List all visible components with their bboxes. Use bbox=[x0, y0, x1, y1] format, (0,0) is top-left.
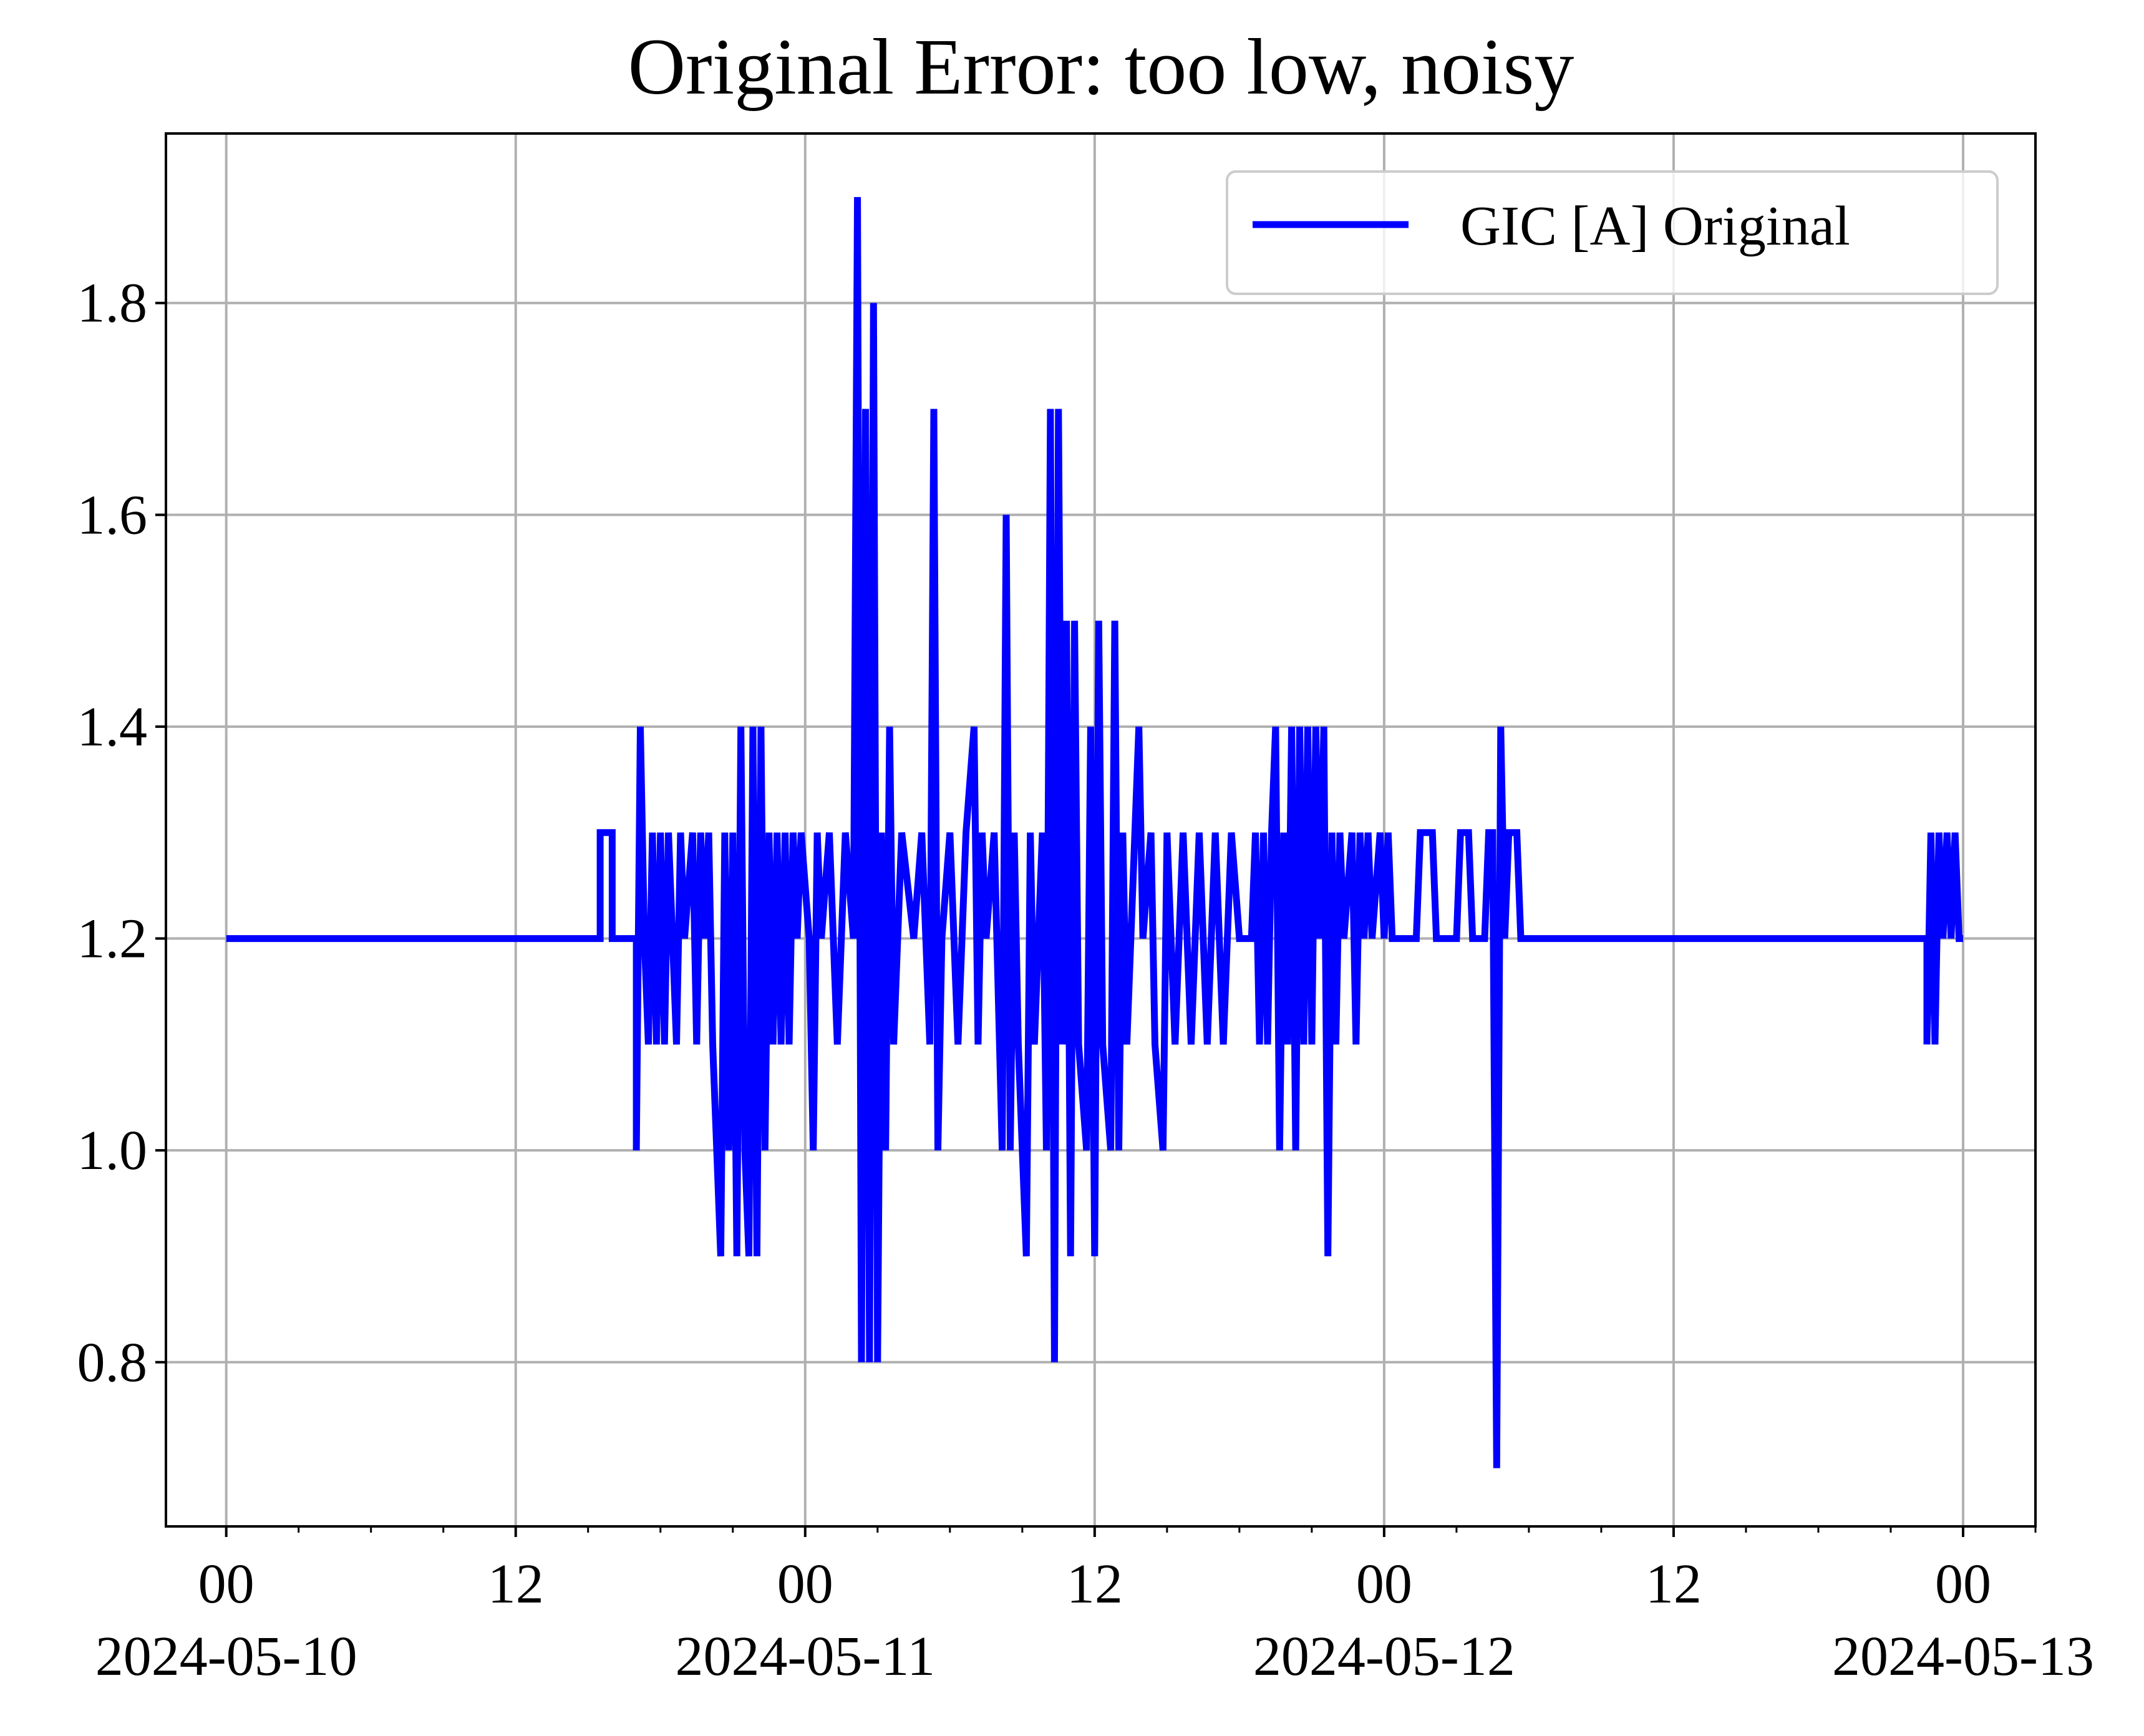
x-tick-hour-5: 12 bbox=[1646, 1553, 1702, 1615]
x-tick-date-4: 2024-05-12 bbox=[1253, 1626, 1515, 1687]
legend-box bbox=[1226, 170, 1999, 295]
y-tick-label-5: 1.8 bbox=[77, 273, 148, 334]
plot-frame bbox=[165, 132, 2037, 1528]
y-tick-label-2: 1.2 bbox=[77, 908, 148, 970]
x-tick-hour-6: 00 bbox=[1935, 1553, 1991, 1615]
x-tick-date-0: 2024-05-10 bbox=[95, 1626, 357, 1687]
chart-title: Original Error: too low, noisy bbox=[628, 22, 1574, 111]
y-tick-label-1: 1.0 bbox=[77, 1120, 148, 1181]
x-tick-hour-4: 00 bbox=[1356, 1553, 1412, 1615]
series-layer bbox=[226, 196, 1963, 1468]
legend-label: GIC [A] Original bbox=[1460, 195, 1850, 257]
x-tick-hour-3: 12 bbox=[1067, 1553, 1123, 1615]
x-tick-date-6: 2024-05-13 bbox=[1832, 1626, 2094, 1687]
x-tick-hour-0: 00 bbox=[198, 1553, 255, 1615]
x-tick-hour-2: 00 bbox=[777, 1553, 833, 1615]
axes: 0.8 1.0 1.2 1.4 1.6 1.8 00 2024-05-10 12 00 2024-0… bbox=[77, 273, 2094, 1687]
legend: GIC [A] Original bbox=[1226, 170, 1999, 295]
x-tick-hour-1: 12 bbox=[488, 1553, 544, 1615]
x-tick-date-2: 2024-05-11 bbox=[675, 1626, 935, 1687]
y-tick-label-0: 0.8 bbox=[77, 1332, 148, 1394]
y-tick-label-3: 1.4 bbox=[77, 696, 148, 758]
series-line-0 bbox=[226, 196, 1963, 1468]
y-tick-label-4: 1.6 bbox=[77, 484, 148, 546]
